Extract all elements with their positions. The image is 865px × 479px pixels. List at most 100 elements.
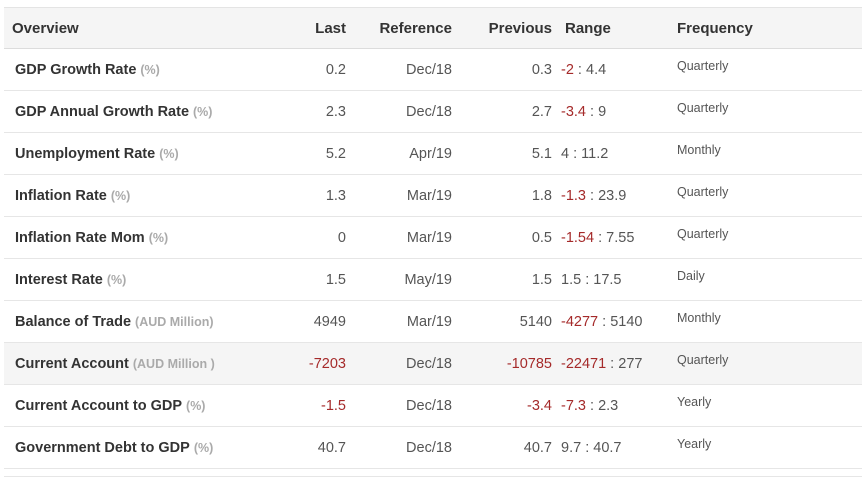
range-high: 17.5 [593,271,622,288]
reference-value: Apr/19 [409,145,452,162]
range-cell: -22471 : 277 [552,356,672,372]
indicator-unit: (%) [110,188,131,203]
table-row: Unemployment Rate (%) 5.2 Apr/19 5.1 4 : … [4,133,862,175]
reference-value: Dec/18 [406,61,452,78]
previous-value: 1.8 [531,187,552,204]
header-frequency[interactable]: Frequency [677,19,753,37]
indicator-cell: Inflation Rate (%) [4,188,266,204]
previous-value: 0.3 [531,61,552,78]
range-low: -7.3 [561,397,586,414]
previous-value: 40.7 [523,439,552,456]
frequency-value: Yearly [677,436,712,451]
indicator-unit: (%) [106,272,127,287]
range-separator: : [586,397,599,414]
indicator-unit: (%) [186,398,206,413]
table-row: Inflation Rate (%) 1.3 Mar/19 1.8 -1.3 : … [4,175,862,217]
range-separator: : [581,271,594,288]
last-value: 1.3 [325,187,346,204]
previous-value: 1.5 [531,271,552,288]
range-cell: -1.54 : 7.55 [552,230,672,246]
range-low: -3.4 [561,103,586,120]
range-high: 2.3 [598,397,619,414]
frequency-value: Quarterly [677,58,729,73]
frequency-value: Monthly [677,310,721,325]
previous-value: 0.5 [531,229,552,246]
indicator-cell: GDP Annual Growth Rate (%) [4,104,266,120]
overview-table: Overview Last Reference Previous Range F… [4,7,862,477]
header-overview[interactable]: Overview [12,19,79,37]
table-row: Current Account to GDP (%) -1.5 Dec/18 -3… [4,385,862,427]
previous-value: 5140 [519,313,552,330]
last-value: 40.7 [317,439,346,456]
table-row: Interest Rate (%) 1.5 May/19 1.5 1.5 : 17… [4,259,862,301]
indicator-cell: Current Account (AUD Million ) [4,356,266,372]
reference-value: May/19 [404,271,452,288]
table-row: Government Debt to GDP (%) 40.7 Dec/18 40… [4,427,862,469]
last-value: 1.5 [325,271,346,288]
table-row: Inflation Rate Mom (%) 0 Mar/19 0.5 -1.54… [4,217,862,259]
range-separator: : [586,103,599,120]
indicator-cell: Interest Rate (%) [4,272,266,288]
indicator-link[interactable]: Government Debt to GDP [15,439,190,456]
indicator-unit: (%) [193,104,213,119]
range-cell: 9.7 : 40.7 [552,440,672,456]
indicator-cell: Unemployment Rate (%) [4,146,266,162]
reference-value: Dec/18 [406,355,452,372]
range-high: 5140 [610,313,643,330]
range-high: 9 [598,103,607,120]
indicator-link[interactable]: Balance of Trade [15,313,132,330]
range-cell: -2 : 4.4 [552,62,672,78]
indicator-link[interactable]: Interest Rate [15,271,103,288]
indicator-cell: GDP Growth Rate (%) [4,62,266,78]
indicator-unit: (%) [193,440,214,455]
range-low: 4 [561,145,570,162]
last-value: 4949 [313,313,346,330]
previous-value: -3.4 [527,397,552,414]
indicator-link[interactable]: GDP Annual Growth Rate [15,103,190,120]
range-low: -2 [561,61,574,78]
frequency-value: Quarterly [677,100,729,115]
table-row: GDP Growth Rate (%) 0.2 Dec/18 0.3 -2 : 4… [4,49,862,91]
range-high: 277 [618,355,643,372]
indicator-unit: (AUD Million ) [132,356,215,371]
indicator-link[interactable]: Unemployment Rate [15,145,156,162]
frequency-value: Yearly [677,394,712,409]
indicator-link[interactable]: Inflation Rate [15,187,107,204]
range-low: 9.7 [561,439,582,456]
last-value: -7203 [308,355,346,372]
range-cell: 4 : 11.2 [552,146,672,162]
indicator-cell: Government Debt to GDP (%) [4,440,266,456]
range-cell: -7.3 : 2.3 [552,398,672,414]
range-low: 1.5 [561,271,582,288]
indicator-unit: (%) [148,230,169,245]
indicator-cell: Current Account to GDP (%) [4,398,266,414]
previous-value: 5.1 [531,145,552,162]
reference-value: Mar/19 [406,229,452,246]
range-separator: : [586,187,599,204]
reference-value: Mar/19 [406,313,452,330]
range-low: -22471 [561,355,607,372]
table-row: Balance of Trade (AUD Million) 4949 Mar/1… [4,301,862,343]
range-separator: : [573,61,586,78]
last-value: 0 [337,229,346,246]
frequency-value: Quarterly [677,226,729,241]
range-separator: : [606,355,619,372]
range-high: 11.2 [581,145,609,162]
indicator-cell: Balance of Trade (AUD Million) [4,314,266,330]
indicator-link[interactable]: Inflation Rate Mom [15,229,145,246]
indicator-link[interactable]: GDP Growth Rate [15,61,137,78]
table-body: GDP Growth Rate (%) 0.2 Dec/18 0.3 -2 : 4… [4,49,862,469]
indicator-link[interactable]: Current Account [15,355,129,372]
indicator-cell: Inflation Rate Mom (%) [4,230,266,246]
range-high: 7.55 [606,229,635,246]
header-last[interactable]: Last [315,19,346,37]
range-high: 4.4 [586,61,607,78]
header-previous[interactable]: Previous [488,19,552,37]
table-row: GDP Annual Growth Rate (%) 2.3 Dec/18 2.7… [4,91,862,133]
header-reference[interactable]: Reference [379,19,452,37]
header-range[interactable]: Range [565,19,611,37]
frequency-value: Quarterly [677,184,729,199]
indicator-link[interactable]: Current Account to GDP [15,397,183,414]
range-cell: -4277 : 5140 [552,314,672,330]
indicator-unit: (AUD Million) [135,314,214,329]
